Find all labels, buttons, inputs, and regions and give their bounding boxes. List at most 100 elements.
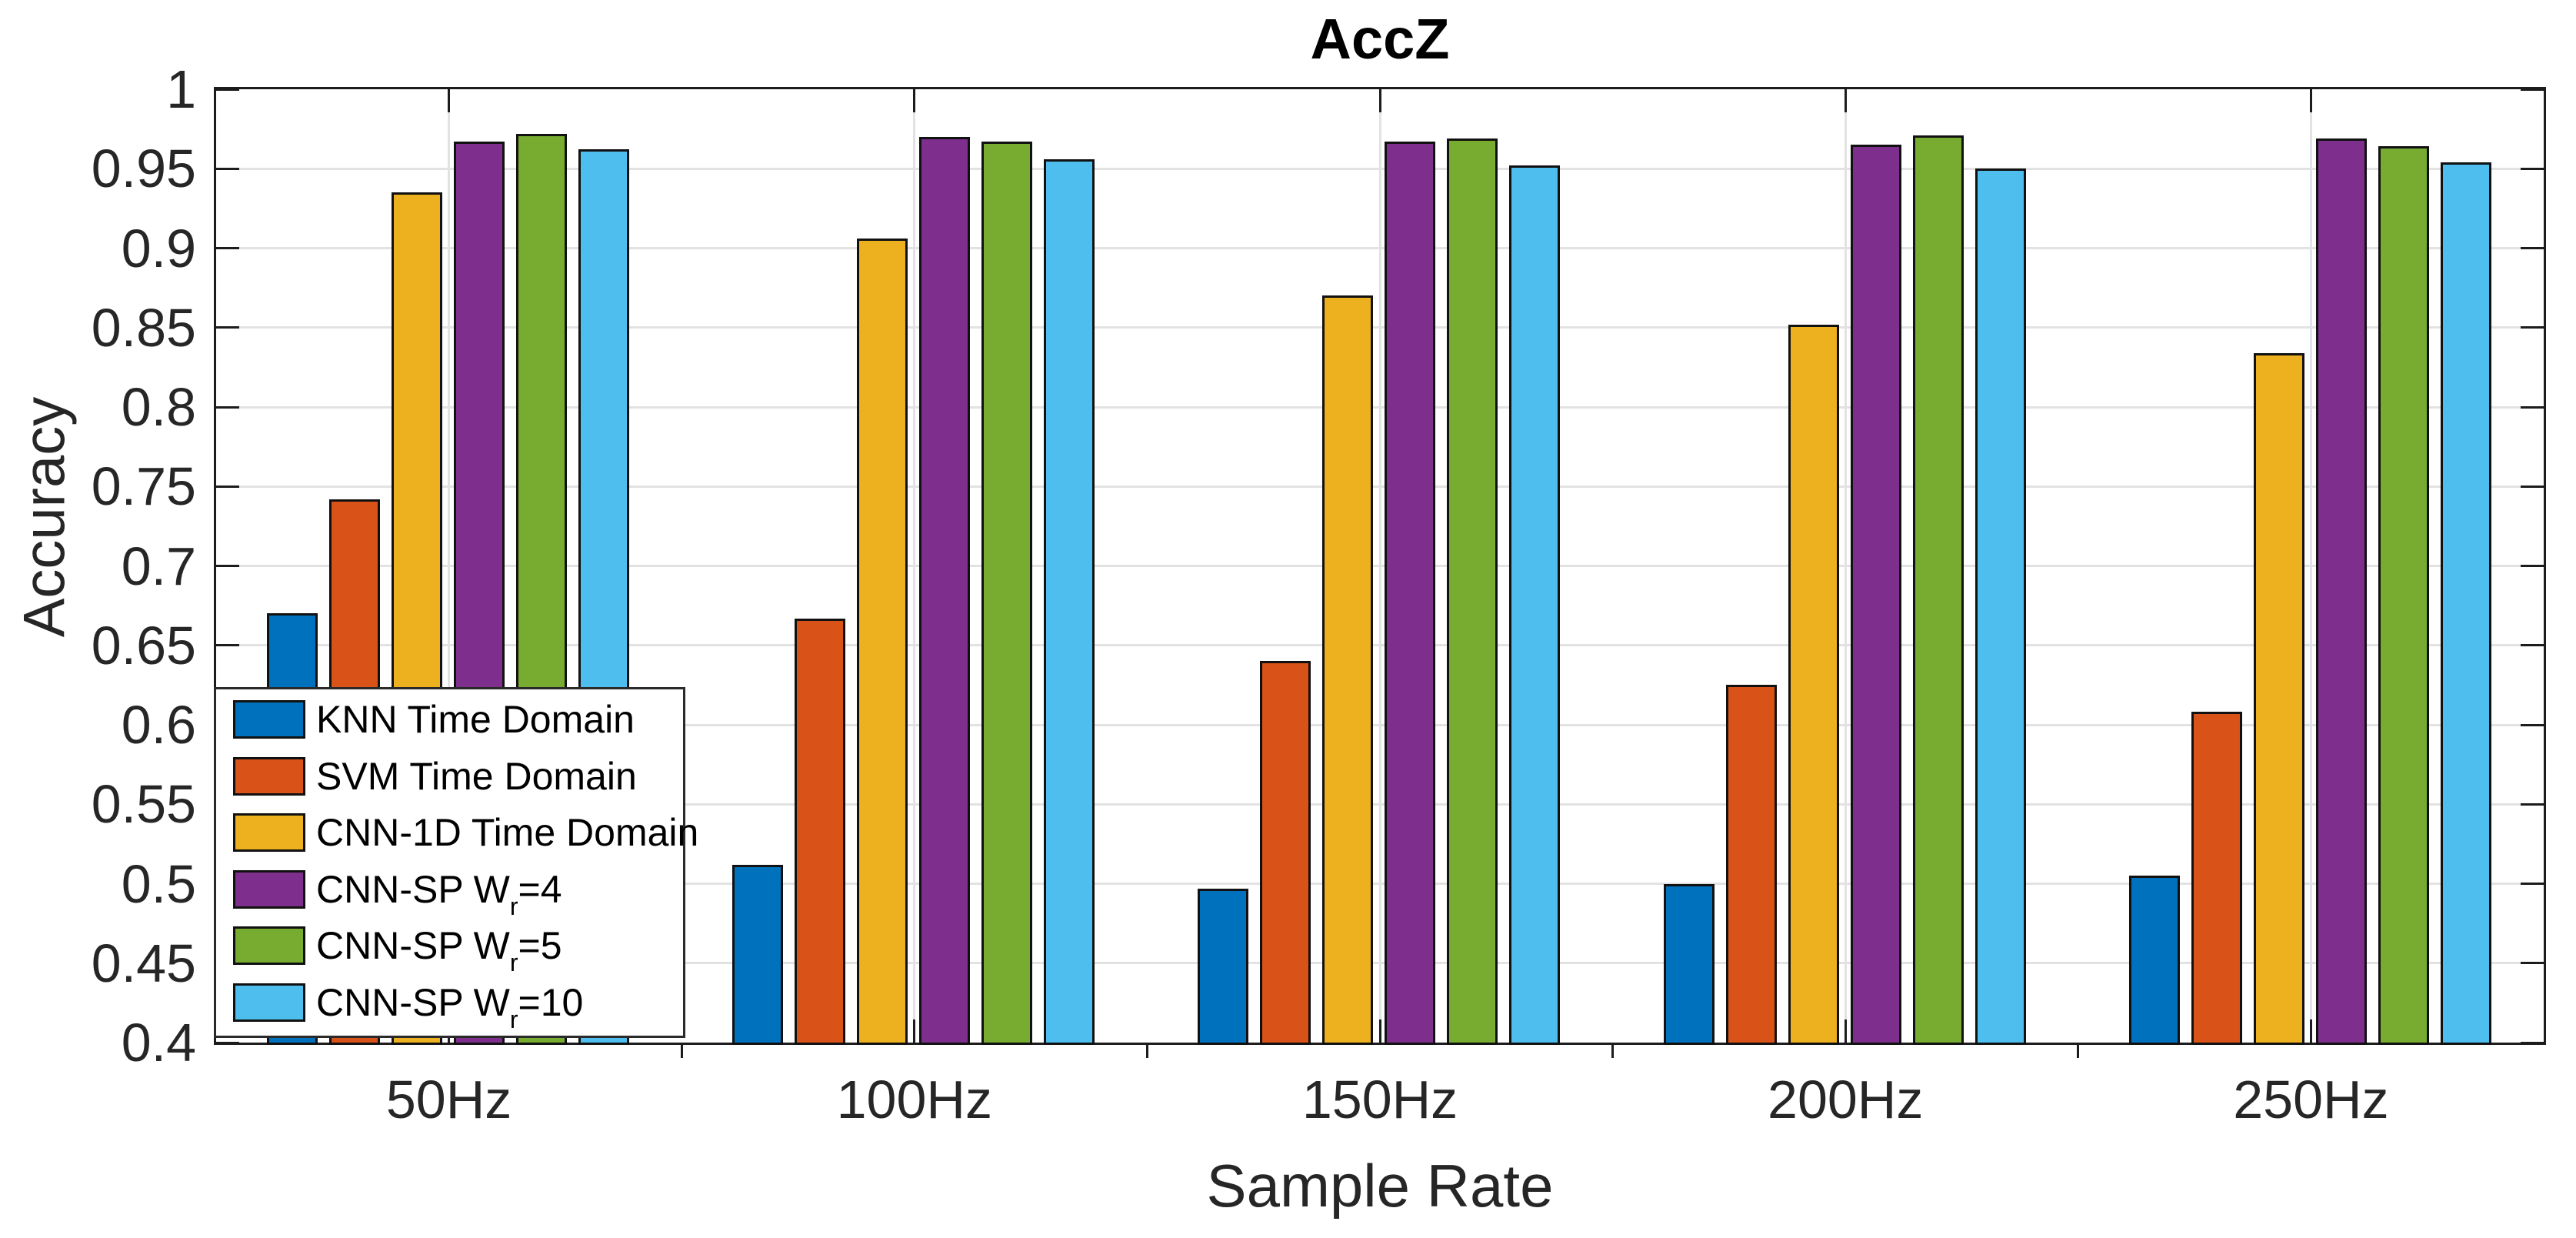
bar-cnn-sp-w-r-5-150hz [1447,138,1498,1045]
x-tick-label: 50Hz [385,1069,512,1130]
y-tick-right [2521,723,2544,726]
y-tick-right [2521,883,2544,885]
x-gridline [448,89,451,1043]
y-tick-right [2521,1041,2544,1044]
bar-cnn-1d-time-domain-150hz [1322,295,1374,1045]
bar-cnn-sp-w-r-4-150hz [1385,142,1436,1045]
bar-cnn-1d-time-domain-200hz [1788,324,1839,1045]
y-tick-left [216,405,239,409]
y-tick-label: 0.9 [121,218,196,279]
bar-svm-time-domain-150hz [1260,661,1311,1045]
x-tick-top [1378,89,1381,112]
x-tick-label: 100Hz [836,1069,992,1130]
x-boundary-tick [1611,1043,1615,1058]
bar-knn-time-domain-150hz [1198,888,1249,1045]
bar-cnn-sp-w-r-5-100hz [981,142,1033,1045]
x-tick-label: 250Hz [2233,1069,2389,1130]
x-boundary-tick [680,1043,683,1058]
legend-item: SVM Time Domain [216,752,683,802]
y-tick-left [216,167,239,170]
bar-cnn-sp-w-r-4-200hz [1850,145,1901,1045]
y-tick-label: 0.8 [121,377,196,437]
legend-item: CNN-SP Wr=10 [216,979,683,1033]
legend-subscript: r [509,892,518,920]
y-tick-right [2521,167,2544,170]
bar-cnn-sp-w-r-5-200hz [1912,135,1964,1045]
y-tick-left [216,326,239,329]
x-axis-label: Sample Rate [1206,1152,1554,1220]
x-gridline [1378,89,1381,1043]
legend-swatch [233,756,305,796]
legend-swatch [233,926,305,965]
legend-label: CNN-SP Wr=10 [316,980,584,1033]
bar-cnn-sp-w-r-10-200hz [1974,169,2026,1045]
y-tick-label: 0.85 [91,297,196,358]
bar-svm-time-domain-250hz [2191,712,2242,1045]
y-tick-label: 0.4 [121,1013,196,1073]
x-gridline [1844,89,1847,1043]
y-tick-right [2521,326,2544,329]
bar-cnn-sp-w-r-10-150hz [1509,165,1561,1045]
legend-label: CNN-SP Wr=4 [316,867,562,920]
bar-cnn-sp-w-r-5-250hz [2378,146,2429,1045]
x-tick-top [2309,89,2312,112]
y-tick-label: 0.7 [121,536,196,596]
legend-swatch [233,983,305,1022]
y-tick-right [2521,803,2544,806]
x-tick-bottom [1844,1019,1847,1043]
legend-box: KNN Time Domain SVM Time Domain CNN-1D Tim… [214,687,698,1038]
x-gridline [2309,89,2312,1043]
legend-swatch [233,869,305,909]
x-tick-label: 200Hz [1768,1069,1924,1130]
bar-knn-time-domain-200hz [1663,883,1715,1045]
legend-label: KNN Time Domain [316,698,635,741]
y-tick-right [2521,485,2544,488]
x-tick-bottom [2309,1019,2312,1043]
legend-subscript: r [509,1005,518,1033]
y-tick-label: 0.55 [91,774,196,835]
x-tick-top [1844,89,1847,112]
plot-area [214,87,2546,1045]
x-tick-top [448,89,451,112]
y-tick-label: 0.45 [91,933,196,993]
y-tick-label: 0.65 [91,615,196,676]
legend-label: CNN-1D Time Domain [316,811,699,854]
bar-knn-time-domain-100hz [732,864,784,1045]
y-tick-left [216,1041,239,1044]
legend-item: CNN-SP Wr=4 [216,866,683,920]
x-boundary-tick [2077,1043,2080,1058]
legend-item: KNN Time Domain [216,696,683,745]
x-tick-label: 150Hz [1301,1069,1458,1130]
bar-cnn-sp-w-r-4-100hz [919,136,971,1045]
x-boundary-tick [1145,1043,1148,1058]
bar-cnn-1d-time-domain-100hz [857,239,908,1045]
y-tick-left [216,247,239,249]
x-gridline [913,89,916,1043]
y-tick-left [216,644,239,647]
y-tick-right [2521,644,2544,647]
legend-swatch [233,813,305,852]
chart-title: AccZ [1310,7,1450,71]
legend-label: CNN-SP Wr=5 [316,924,562,976]
y-tick-label: 0.95 [91,138,196,199]
bar-cnn-sp-w-r-4-250hz [2315,138,2367,1045]
y-tick-right [2521,247,2544,249]
y-tick-left [216,565,239,567]
legend-item: CNN-SP Wr=5 [216,922,683,976]
y-tick-right [2521,405,2544,409]
legend-swatch [233,700,305,739]
legend-subscript: r [509,949,518,976]
y-tick-right [2521,962,2544,965]
y-tick-label: 0.5 [121,853,196,914]
y-tick-label: 0.6 [121,695,196,755]
legend-item: CNN-1D Time Domain [216,809,698,858]
bar-knn-time-domain-250hz [2128,876,2180,1045]
y-tick-label: 1 [166,59,196,119]
bar-svm-time-domain-200hz [1725,685,1777,1045]
bar-cnn-1d-time-domain-250hz [2253,352,2304,1045]
x-tick-bottom [1378,1019,1381,1043]
y-tick-left [216,88,239,91]
bar-cnn-sp-w-r-10-250hz [2440,162,2491,1045]
legend-label: SVM Time Domain [316,754,637,798]
